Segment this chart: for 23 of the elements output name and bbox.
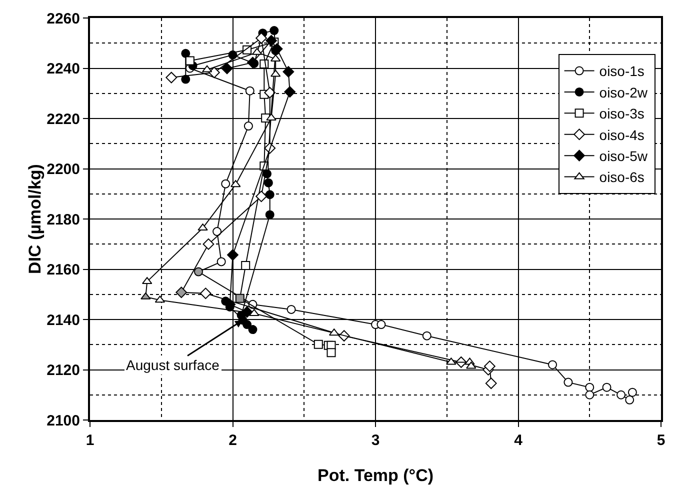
- y-tick-label: 2100: [46, 412, 80, 430]
- y-tick-label: 2120: [46, 362, 80, 379]
- y-tick-label: 2180: [46, 211, 80, 228]
- y-tick-label: 2140: [46, 312, 80, 329]
- x-tick-label: 4: [514, 432, 524, 449]
- legend-label: oiso-4s: [599, 126, 644, 143]
- legend-label: oiso-6s: [599, 169, 644, 186]
- y-axis-title: DIC (µmol/kg): [26, 164, 45, 274]
- x-tick-label: 5: [656, 432, 666, 449]
- y-tick-label: 2160: [46, 262, 80, 278]
- legend-label: oiso-1s: [599, 63, 644, 80]
- legend-label: oiso-3s: [599, 106, 644, 122]
- y-tick-label: 2260: [46, 10, 80, 28]
- annotation: August surface: [126, 357, 220, 373]
- x-tick-label: 2: [228, 432, 237, 449]
- x-axis-title: Pot. Temp (°C): [317, 466, 434, 485]
- x-tick-label: 1: [86, 432, 94, 449]
- legend-label: oiso-2w: [599, 84, 648, 100]
- y-tick-label: 2240: [46, 60, 80, 78]
- x-tick-label: 3: [371, 432, 380, 449]
- y-tick-label: 2220: [46, 110, 80, 128]
- y-tick-label: 2200: [46, 161, 80, 178]
- legend-label: oiso-5w: [599, 148, 648, 164]
